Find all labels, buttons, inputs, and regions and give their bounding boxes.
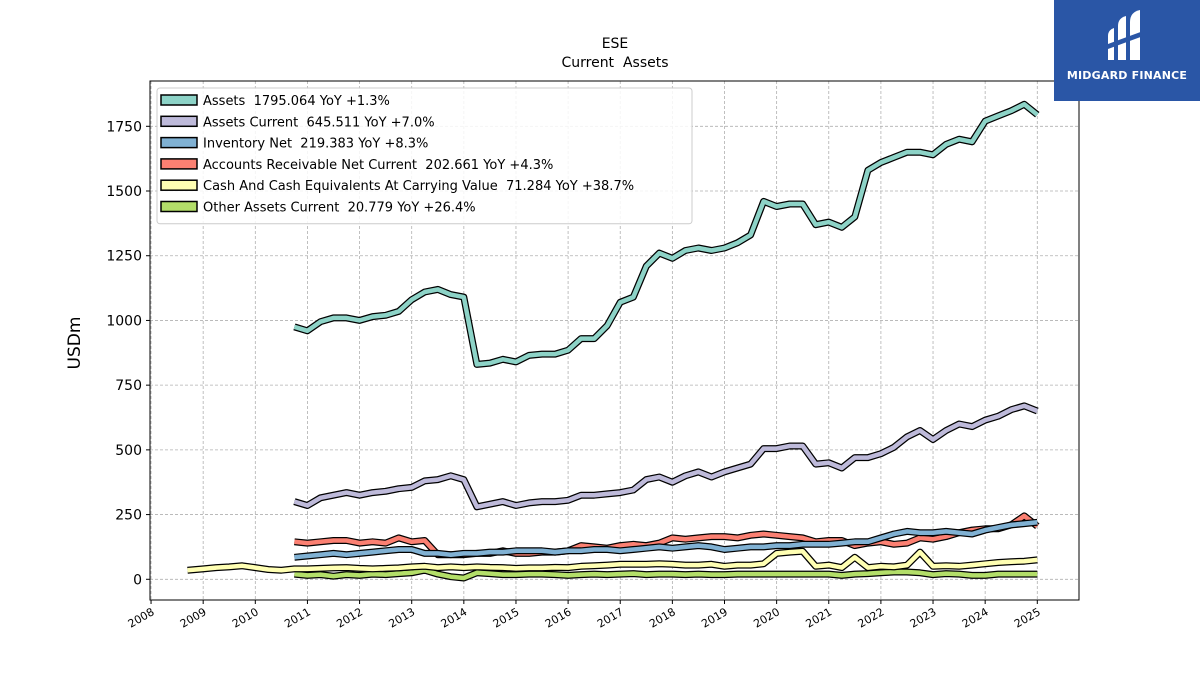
- x-tick-label: 2020: [751, 605, 782, 630]
- y-tick-label: 0: [133, 572, 142, 588]
- series-line-fill: [293, 102, 1039, 367]
- y-tick-label: 1500: [106, 184, 142, 200]
- plot-frame: [149, 80, 1080, 601]
- y-tick-label: 750: [115, 378, 142, 394]
- legend-box: [156, 87, 693, 225]
- y-tick-label: 500: [115, 443, 142, 459]
- legend-entry-label: Assets 1795.064 YoY +1.3%: [203, 94, 390, 109]
- y-tick-label: 1000: [106, 313, 142, 329]
- brand-name: MIDGARD FINANCE: [1066, 69, 1188, 82]
- legend-entry-label: Cash And Cash Equivalents At Carrying Va…: [203, 179, 634, 194]
- x-tick-label: 2019: [699, 605, 730, 630]
- series-line-fill: [294, 513, 1039, 557]
- x-tick-label: 2015: [491, 605, 522, 630]
- series-line: [187, 547, 1038, 574]
- series-line: [294, 518, 1038, 561]
- x-tick-label: 2021: [804, 605, 835, 630]
- plot-lines: [187, 100, 1040, 582]
- legend-swatch: [160, 136, 198, 149]
- x-tick-label: 2010: [230, 605, 261, 630]
- x-tick-label: 2013: [386, 605, 417, 630]
- legend: Assets 1795.064 YoY +1.3% Assets Current …: [156, 87, 693, 225]
- y-tick-label: 250: [115, 508, 142, 524]
- legend-entry-label: Accounts Receivable Net Current 202.661 …: [203, 158, 553, 173]
- chart-title: ESE: [602, 36, 629, 52]
- series-line-fill: [294, 567, 1038, 581]
- x-tick-label: 2025: [1012, 605, 1043, 630]
- series-line: [293, 402, 1039, 511]
- x-tick-label: 2009: [178, 605, 209, 630]
- series-line-outline: [293, 402, 1039, 511]
- legend-swatch: [160, 200, 198, 213]
- series-line: [293, 100, 1040, 368]
- y-axis-label: USDm: [65, 317, 85, 370]
- legend-entry-label: Assets Current 645.511 YoY +7.0%: [203, 115, 435, 130]
- x-tick-label: 2022: [856, 605, 887, 630]
- x-tick-label: 2023: [908, 605, 939, 630]
- x-tick-label: 2024: [960, 605, 991, 630]
- brand-logo: MIDGARD FINANCE: [1054, 0, 1200, 101]
- legend-swatch: [160, 158, 198, 170]
- legend-swatch: [160, 115, 198, 128]
- legend-swatch: [160, 94, 198, 106]
- y-tick-label: 1250: [106, 249, 142, 265]
- legend-entry-label: Inventory Net 219.383 YoY +8.3%: [203, 137, 428, 152]
- midgard-logo-icon: [1108, 10, 1146, 60]
- series-line-fill: [294, 520, 1038, 560]
- x-tick-label: 2016: [543, 605, 574, 630]
- series-line-fill: [293, 403, 1039, 510]
- x-tick-label: 2018: [647, 605, 678, 630]
- legend-swatch: [160, 179, 198, 191]
- x-tick-label: 2017: [595, 605, 626, 630]
- series-line-fill: [187, 549, 1038, 573]
- legend-entry-label: Other Assets Current 20.779 YoY +26.4%: [203, 201, 476, 216]
- y-tick-label: 1750: [106, 119, 142, 135]
- x-tick-label: 2011: [282, 605, 313, 630]
- series-line: [294, 512, 1040, 559]
- x-tick-label: 2012: [334, 605, 365, 630]
- chart-subtitle: Current Assets: [561, 55, 668, 71]
- x-tick-label: 2008: [126, 605, 157, 630]
- series-line: [294, 566, 1038, 582]
- x-tick-label: 2014: [439, 605, 470, 630]
